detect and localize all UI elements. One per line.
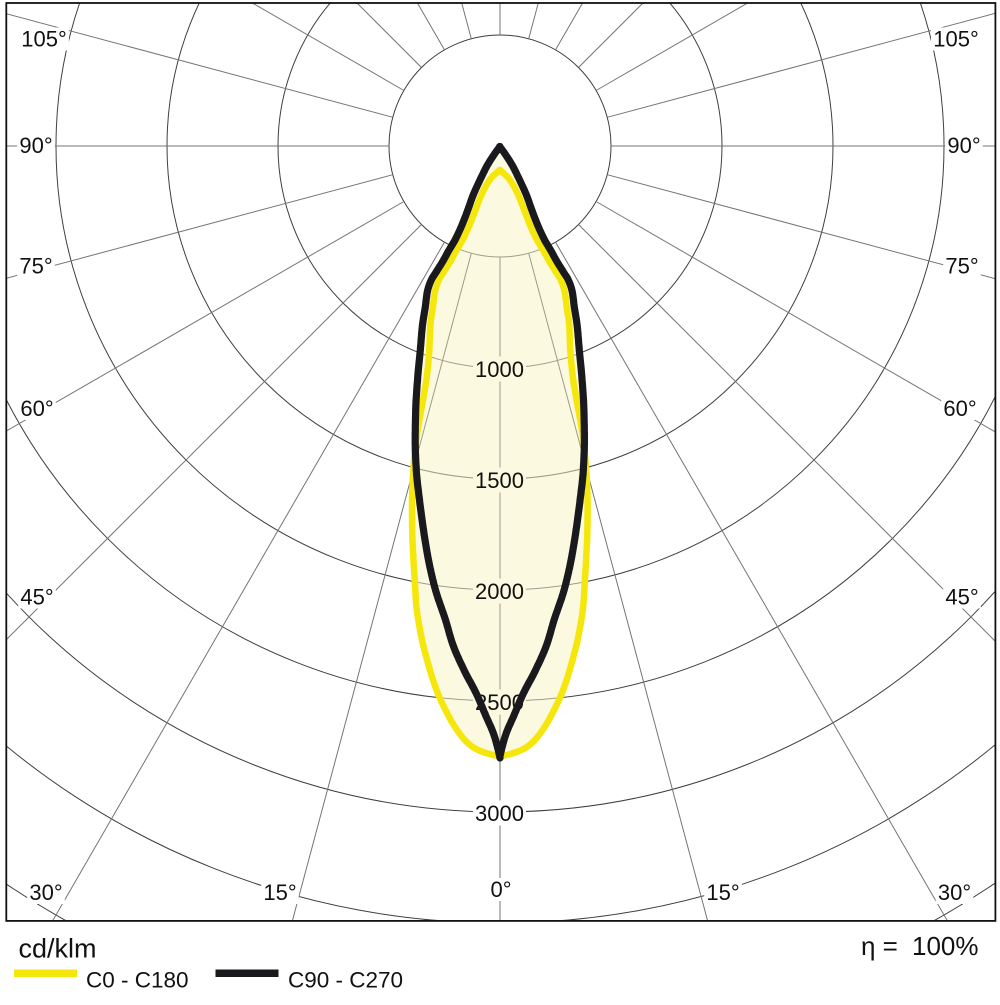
svg-text:0°: 0°: [490, 877, 511, 902]
svg-text:60°: 60°: [943, 396, 976, 421]
svg-text:15°: 15°: [263, 880, 296, 905]
svg-text:1500: 1500: [475, 468, 524, 493]
svg-text:90°: 90°: [947, 133, 980, 158]
svg-text:η =: η =: [861, 931, 898, 961]
svg-text:105°: 105°: [21, 27, 67, 52]
svg-text:75°: 75°: [19, 254, 52, 279]
svg-text:105°: 105°: [933, 27, 979, 52]
svg-text:cd/klm: cd/klm: [19, 934, 97, 964]
svg-text:75°: 75°: [945, 254, 978, 279]
svg-text:45°: 45°: [945, 585, 978, 610]
svg-text:30°: 30°: [29, 880, 62, 905]
svg-text:1000: 1000: [475, 357, 524, 382]
svg-text:90°: 90°: [19, 133, 52, 158]
svg-text:2000: 2000: [475, 579, 524, 604]
svg-text:15°: 15°: [706, 880, 739, 905]
svg-text:60°: 60°: [20, 396, 53, 421]
svg-text:45°: 45°: [20, 585, 53, 610]
svg-text:C90 - C270: C90 - C270: [288, 968, 403, 993]
svg-text:30°: 30°: [938, 880, 971, 905]
svg-text:100%: 100%: [912, 931, 979, 961]
svg-text:3000: 3000: [475, 801, 524, 826]
svg-text:C0 - C180: C0 - C180: [86, 968, 189, 993]
